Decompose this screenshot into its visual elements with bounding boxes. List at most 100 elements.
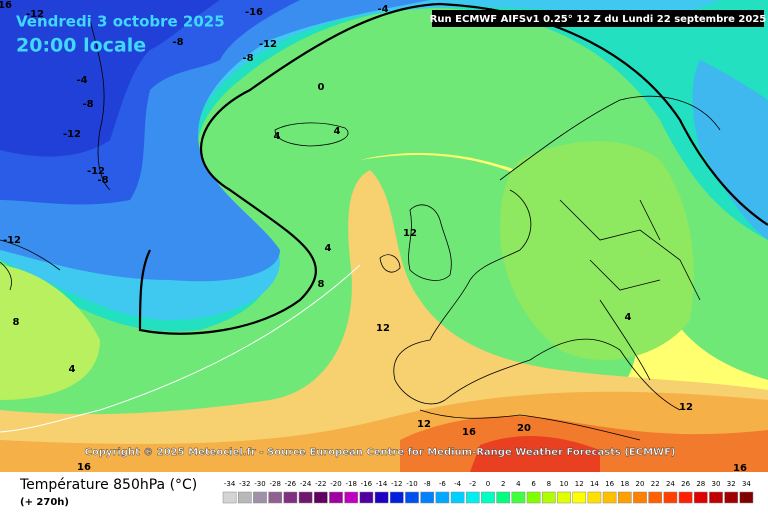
contour-label: 16 [733, 463, 747, 474]
contour-label: 4 [625, 312, 632, 323]
legend-label: -20 [330, 480, 341, 488]
legend-label: -2 [469, 480, 476, 488]
legend-swatch [511, 491, 526, 504]
legend-label: 6 [531, 480, 536, 488]
legend-label: -24 [300, 480, 312, 488]
legend-swatch [648, 491, 663, 504]
contour-label: -8 [242, 53, 253, 64]
run-info: Run ECMWF AIFSv1 0.25° 12 Z du Lundi 22 … [430, 14, 767, 25]
legend-label: 4 [516, 480, 521, 488]
legend-swatch [633, 491, 647, 504]
legend-swatch [617, 491, 632, 504]
contour-label: 12 [403, 228, 417, 239]
contour-label: -12 [87, 166, 105, 177]
legend-label: -26 [285, 480, 297, 488]
legend-swatch [389, 491, 404, 504]
legend-label: 12 [575, 480, 584, 488]
contour-label: -8 [82, 99, 93, 110]
legend-swatch [268, 491, 283, 504]
legend-label: -12 [391, 480, 402, 488]
legend-swatch [237, 491, 252, 504]
contour-label: 20 [517, 423, 531, 434]
legend-label: 18 [620, 480, 629, 488]
legend-label: -32 [239, 480, 250, 488]
legend-label: -16 [361, 480, 373, 488]
legend-swatch [602, 491, 617, 504]
legend-swatch [496, 491, 511, 504]
legend-label: 16 [605, 480, 614, 488]
contour-label: -12 [63, 129, 81, 140]
legend-label: -6 [439, 480, 447, 488]
legend-swatch [541, 491, 556, 504]
legend-label: 22 [651, 480, 660, 488]
copyright: Copyright © 2025 Meteociel.fr - Source E… [85, 447, 676, 458]
contour-label: -4 [377, 4, 388, 15]
legend-swatch [663, 491, 678, 504]
legend-label: 10 [560, 480, 569, 488]
legend-swatch [481, 491, 495, 504]
coastlines [0, 19, 721, 441]
map-background [0, 0, 768, 472]
forecast-date: Vendredi 3 octobre 2025 [16, 13, 225, 31]
legend-swatch [572, 491, 587, 504]
legend-label: -8 [424, 480, 431, 488]
legend-label: 14 [590, 480, 599, 488]
contour-label: -16 [245, 7, 263, 18]
contour-label: 16 [462, 427, 476, 438]
legend-swatch [450, 491, 465, 504]
legend-swatch [724, 491, 739, 504]
legend-label: 0 [486, 480, 490, 488]
legend-label: 30 [712, 480, 721, 488]
lead-time: (+ 270h) [20, 497, 69, 508]
contour-label: -12 [3, 235, 21, 246]
legend-label: 8 [547, 480, 551, 488]
legend-swatch [283, 491, 298, 504]
legend-swatch [298, 491, 313, 504]
legend-swatch [420, 491, 435, 504]
contour-label: 0 [318, 82, 325, 93]
contour-label: 4 [325, 243, 332, 254]
contour-label: 16 [77, 462, 91, 473]
legend-swatch [739, 491, 754, 504]
contour-label: 16 [0, 0, 12, 11]
contour-label: -8 [172, 37, 183, 48]
legend-label: -22 [315, 480, 326, 488]
legend-label: 34 [742, 480, 751, 488]
legend-swatch [222, 491, 237, 504]
legend-label: -4 [454, 480, 462, 488]
legend-label: -34 [224, 480, 236, 488]
contour-label: -8 [97, 175, 108, 186]
legend-swatch [344, 491, 359, 504]
legend: -34 -32 -30 -28 -26 -24 -22 -20 -18 -16 -14 -12 -10-… [222, 480, 754, 504]
forecast-time: 20:00 locale [16, 35, 146, 57]
contour-label: 4 [274, 131, 281, 142]
legend-label: 24 [666, 480, 675, 488]
legend-swatch [465, 491, 480, 504]
legend-label: 32 [727, 480, 736, 488]
contour-label: 4 [334, 126, 341, 137]
legend-label: -14 [376, 480, 388, 488]
legend-swatch [329, 491, 343, 504]
legend-swatch [587, 491, 602, 504]
legend-label: 26 [681, 480, 690, 488]
legend-label: -30 [254, 480, 265, 488]
contour-label: -4 [76, 75, 87, 86]
contour-label: 12 [417, 419, 431, 430]
legend-swatch [678, 491, 693, 504]
footer-title: Température 850hPa (°C) [19, 477, 197, 493]
contour-label: -12 [26, 9, 44, 20]
legend-swatch [435, 491, 450, 504]
legend-label: -28 [269, 480, 280, 488]
legend-swatch [359, 491, 374, 504]
legend-label: -10 [406, 480, 417, 488]
legend-label: 2 [501, 480, 505, 488]
contour-label: 4 [69, 364, 76, 375]
legend-swatch [557, 491, 571, 504]
legend-swatch [405, 491, 419, 504]
contour-label: -12 [259, 39, 277, 50]
legend-swatch [253, 491, 267, 504]
run-box [432, 10, 764, 27]
legend-label: -18 [345, 480, 356, 488]
legend-swatch [693, 491, 708, 504]
